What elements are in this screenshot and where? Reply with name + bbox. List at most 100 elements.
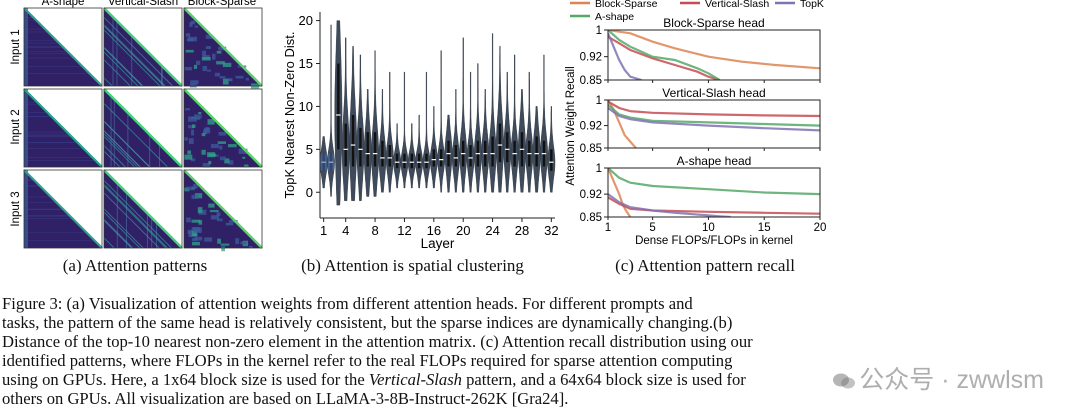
series-line (608, 193, 731, 217)
y-tick-label: 0.85 (580, 212, 602, 224)
x-tick-label: 8 (371, 223, 378, 238)
plot-frame (607, 29, 821, 81)
y-axis-label: Attention Weight Recall (565, 66, 577, 185)
panel-title: Block-Sparse head (663, 16, 764, 30)
legend-label: Block-Sparse (595, 0, 658, 10)
y-tick-label: 0 (306, 185, 313, 200)
plot-frame (607, 99, 821, 149)
x-tick-label: 15 (758, 222, 771, 234)
x-tick-label: 1 (605, 222, 611, 234)
violin-layer-21 (466, 71, 475, 193)
violin-layer-31 (540, 54, 548, 193)
x-tick-label: 12 (397, 223, 411, 238)
violin-layer-27 (510, 54, 519, 193)
heatmap-a-shape-input-3 (23, 169, 103, 249)
violin-layer-19 (451, 89, 460, 193)
violin-layer-17 (437, 50, 446, 193)
panel-title: A-shape head (677, 154, 752, 168)
violin-layer-6 (356, 54, 365, 202)
caption-a: (a) Attention patterns (62, 256, 208, 275)
y-tick-label: 10 (299, 99, 313, 114)
violin-layer-5 (349, 46, 357, 202)
caption-line: Distance of the top-10 nearest non-zero … (2, 332, 753, 351)
legend-label: Vertical-Slash (705, 0, 769, 10)
violin-layer-2 (327, 24, 335, 197)
violin-layer-12 (400, 71, 409, 189)
series-line (608, 168, 820, 196)
recall-panel-3: A-shape head 0.85 0.92 1 (580, 154, 821, 224)
caption-line: others on GPUs. All visualization are ba… (2, 389, 569, 408)
y-tick-label: 20 (299, 13, 313, 28)
x-tick-label: 10 (702, 222, 715, 234)
series-line (608, 196, 820, 215)
row-label-input-1: Input 1 (10, 29, 22, 64)
plot-frame (607, 167, 821, 218)
violin-layer-8 (371, 50, 380, 197)
violin-layer-18 (444, 114, 453, 193)
violin-layer-24 (488, 33, 497, 193)
violin-layer-4 (341, 37, 350, 202)
caption-line: identified patterns, where FLOPs in the … (2, 351, 733, 370)
x-tick-label: 28 (515, 223, 529, 238)
caption-b: (b) Attention is spatial clustering (301, 256, 524, 275)
heatmap-block-sparse-input-2 (183, 88, 263, 168)
violin-layer-10 (385, 71, 394, 193)
heatmap-a-shape-input-2 (23, 88, 103, 168)
y-tick-label: 0.92 (580, 189, 602, 201)
figure-caption: Figure 3: (a) Visualization of attention… (2, 294, 852, 408)
series-line (608, 100, 820, 118)
x-tick-label: 20 (814, 222, 827, 234)
panel-b: 0 5 10 15 20 1 4 8 12 16 20 24 28 32 Layer TopK Nearest… (280, 0, 565, 252)
legend-label: TopK (800, 0, 824, 10)
violin-layer-11 (393, 123, 402, 189)
heatmap-block-sparse-input-3 (183, 169, 263, 252)
violin-layer-22 (473, 63, 482, 193)
violin-layer-15 (422, 71, 431, 189)
series-line (608, 168, 632, 217)
caption-line: tasks, the pattern of the same head is r… (2, 313, 733, 332)
violin-layer-9 (378, 89, 387, 193)
pattern-name: Vertical-Slash (368, 370, 462, 389)
col-label-vertical-slash: Vertical-Slash (108, 0, 178, 8)
panel-a: A-shape Vertical-Slash Block-Sparse Inpu… (0, 0, 270, 252)
x-axis-label: Layer (421, 236, 455, 251)
violin-layer-14 (415, 114, 424, 189)
violin-layer-1 (319, 136, 328, 189)
violin-layer-23 (481, 89, 490, 193)
series-line (608, 32, 642, 80)
series-line (608, 30, 721, 80)
heatmap-block-sparse-input-1 (183, 7, 263, 89)
row-label-input-3: Input 3 (10, 191, 22, 226)
heatmap-a-shape-input-1 (23, 7, 103, 87)
y-tick-label: 5 (306, 142, 313, 157)
heatmap-vertical-slash-input-1 (103, 7, 183, 87)
row-label-input-2: Input 2 (10, 109, 22, 144)
series-line (608, 107, 820, 132)
violin-layer-30 (532, 106, 541, 193)
x-tick-label: 5 (649, 222, 655, 234)
violin-chart: 0 5 10 15 20 1 4 8 12 16 20 24 28 32 Layer TopK Nearest… (282, 12, 559, 251)
x-tick-label: 1 (320, 223, 327, 238)
violin-layer-32 (547, 106, 556, 193)
x-tick-label: 16 (427, 223, 441, 238)
y-tick-label: 0.85 (580, 75, 602, 87)
heatmap-vertical-slash-input-3 (103, 169, 183, 249)
panel-c: Block-Sparse Vertical-Slash TopK A-shape Blo… (560, 0, 830, 252)
series-line (608, 30, 820, 70)
recall-panel-1: Block-Sparse head 0.85 0.92 1 (580, 16, 821, 87)
series-line (608, 35, 720, 80)
y-tick-label: 1 (596, 95, 602, 107)
x-tick-label: 32 (544, 223, 558, 238)
caption-line: using on GPUs. Here, a 1x64 block size i… (2, 370, 746, 389)
violin-layer-20 (459, 37, 468, 193)
y-tick-label: 1 (596, 163, 602, 175)
watermark: 公众号 · zwwlsm (833, 360, 1044, 396)
col-label-block-sparse: Block-Sparse (188, 0, 256, 8)
x-axis-label: Dense FLOPs/FLOPs in kernel (635, 235, 793, 247)
violin-layer-26 (503, 71, 512, 193)
heatmap-vertical-slash-input-2 (103, 88, 183, 168)
caption-line: Figure 3: (a) Visualization of attention… (2, 294, 693, 313)
panel-title: Vertical-Slash head (662, 86, 765, 100)
x-tick-label: 24 (485, 223, 499, 238)
